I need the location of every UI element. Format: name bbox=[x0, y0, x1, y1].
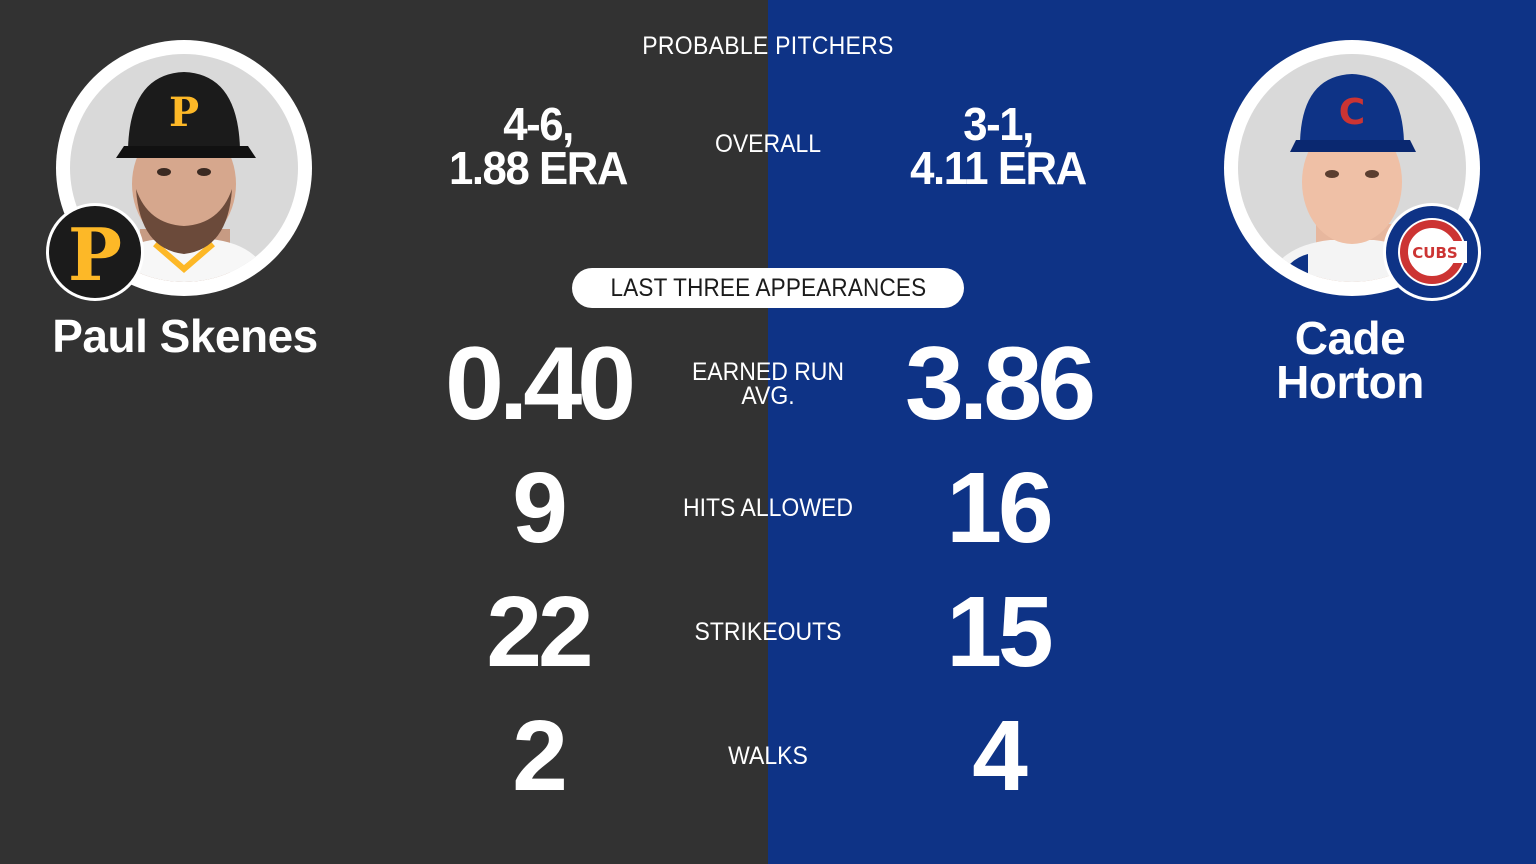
pitcher-headshot-icon: P bbox=[100, 72, 270, 282]
right-hits-value: 16 bbox=[946, 452, 1053, 564]
left-overall-era: 1.88 ERA bbox=[448, 142, 628, 194]
right-strikeouts-value: 15 bbox=[946, 576, 1053, 688]
right-era-value: 3.86 bbox=[904, 326, 1096, 442]
last-three-appearances-pill: LAST THREE APPEARANCES bbox=[572, 268, 964, 308]
walks-label: WALKS bbox=[728, 742, 808, 770]
era-label-line1: EARNED RUN bbox=[691, 358, 845, 386]
hits-allowed-label: HITS ALLOWED bbox=[683, 494, 853, 522]
header-title: PROBABLE PITCHERS bbox=[642, 32, 894, 60]
svg-text:CUBS: CUBS bbox=[1412, 244, 1457, 262]
left-hits-value: 9 bbox=[512, 452, 568, 564]
left-era-value: 0.40 bbox=[444, 326, 636, 442]
pill-label: LAST THREE APPEARANCES bbox=[610, 274, 926, 302]
left-player-name: Paul Skenes bbox=[52, 310, 318, 362]
cubs-logo-badge: CUBS bbox=[1383, 203, 1481, 301]
era-label-line2: AVG. bbox=[741, 382, 795, 410]
cubs-logo-icon: CUBS bbox=[1386, 206, 1478, 298]
svg-text:P: P bbox=[169, 89, 199, 136]
left-strikeouts-value: 22 bbox=[486, 576, 593, 688]
left-overall-record: 4-6, bbox=[503, 98, 574, 150]
right-player-portrait: C bbox=[1224, 40, 1480, 296]
right-walks-value: 4 bbox=[972, 700, 1028, 812]
svg-text:P: P bbox=[68, 212, 122, 297]
svg-text:C: C bbox=[1339, 92, 1365, 133]
right-player-name-last: Horton bbox=[1276, 356, 1424, 408]
pirates-p-logo-icon: P bbox=[49, 206, 141, 298]
left-walks-value: 2 bbox=[512, 700, 568, 812]
right-overall-record: 3-1, bbox=[963, 98, 1034, 150]
right-overall-era: 4.11 ERA bbox=[910, 142, 1087, 194]
pirates-logo-badge: P bbox=[46, 203, 144, 301]
strikeouts-label: STRIKEOUTS bbox=[694, 618, 842, 646]
overall-label: OVERALL bbox=[714, 130, 822, 158]
right-player-name-first: Cade bbox=[1294, 312, 1406, 364]
